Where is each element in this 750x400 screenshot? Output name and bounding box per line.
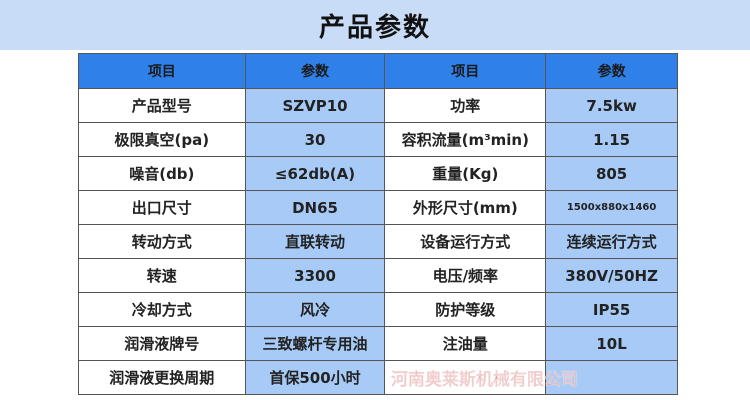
param-value: 3300 (244, 258, 386, 293)
item-label: 出口尺寸 (78, 190, 246, 225)
param-value: SZVP10 (244, 88, 386, 123)
item-label: 润滑液牌号 (78, 326, 246, 361)
param-value: 10L (545, 326, 678, 361)
param-value: IP55 (545, 292, 678, 327)
header-row: 项目 参数 项目 参数 (78, 53, 678, 89)
param-value: 805 (545, 156, 678, 191)
item-label: 注油量 (384, 326, 547, 361)
item-label: 容积流量(m³min) (384, 122, 547, 157)
title-banner: 产品参数 (0, 0, 750, 50)
param-value: 连续运行方式 (545, 224, 678, 259)
param-value: 30 (244, 122, 386, 157)
table-row: 转动方式 直联转动 设备运行方式 连续运行方式 (78, 224, 678, 259)
param-value: 380V/50HZ (545, 258, 678, 293)
param-value (545, 360, 678, 395)
page-title: 产品参数 (318, 12, 431, 43)
table-row: 出口尺寸 DN65 外形尺寸(mm) 1500x880x1460 (78, 190, 678, 225)
table-row: 冷却方式 风冷 防护等级 IP55 (78, 292, 678, 327)
item-label: 电压/频率 (384, 258, 547, 293)
table-row: 噪音(db) ≤62db(A) 重量(Kg) 805 (78, 156, 678, 191)
table-row: 极限真空(pa) 30 容积流量(m³min) 1.15 (78, 122, 678, 157)
item-label: 噪音(db) (78, 156, 246, 191)
item-label (384, 360, 547, 395)
header-param: 参数 (244, 53, 386, 89)
item-label: 冷却方式 (78, 292, 246, 327)
table-row: 产品型号 SZVP10 功率 7.5kw (78, 88, 678, 123)
header-item: 项目 (78, 53, 246, 89)
spec-table: 项目 参数 项目 参数 产品型号 SZVP10 功率 7.5kw 极限真空(pa) 30 容… (78, 53, 678, 395)
param-value: 1500x880x1460 (545, 190, 678, 225)
param-value: 风冷 (244, 292, 386, 327)
item-label: 润滑液更换周期 (78, 360, 246, 395)
table-row: 润滑液牌号 三致螺杆专用油 注油量 10L (78, 326, 678, 361)
item-label: 转速 (78, 258, 246, 293)
param-value: 7.5kw (545, 88, 678, 123)
param-value: ≤62db(A) (244, 156, 386, 191)
item-label: 产品型号 (78, 88, 246, 123)
item-label: 转动方式 (78, 224, 246, 259)
header-param: 参数 (545, 53, 678, 89)
param-value: DN65 (244, 190, 386, 225)
item-label: 极限真空(pa) (78, 122, 246, 157)
item-label: 重量(Kg) (384, 156, 547, 191)
item-label: 功率 (384, 88, 547, 123)
item-label: 设备运行方式 (384, 224, 547, 259)
header-item: 项目 (384, 53, 547, 89)
watermark: 河南奥莱斯机械有限公司 (390, 370, 579, 391)
item-label: 外形尺寸(mm) (384, 190, 547, 225)
table-row: 转速 3300 电压/频率 380V/50HZ (78, 258, 678, 293)
param-value: 直联转动 (244, 224, 386, 259)
param-value: 首保500小时 (244, 360, 386, 395)
table-row: 润滑液更换周期 首保500小时 (78, 360, 678, 395)
param-value: 1.15 (545, 122, 678, 157)
item-label: 防护等级 (384, 292, 547, 327)
param-value: 三致螺杆专用油 (244, 326, 386, 361)
